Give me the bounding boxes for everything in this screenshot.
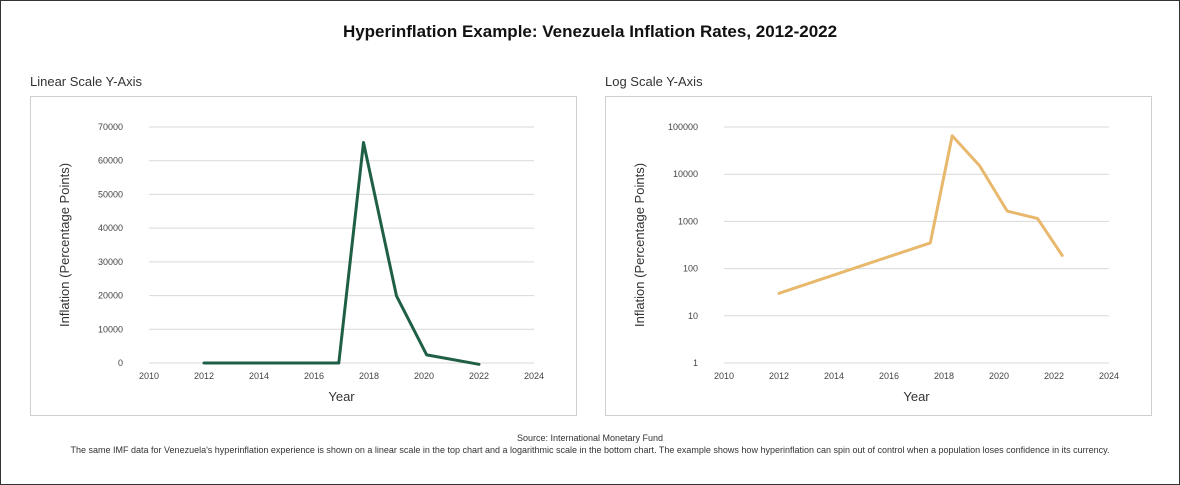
series-line — [202, 141, 481, 366]
y-tick-label: 100 — [683, 264, 698, 274]
y-tick-label: 30000 — [98, 257, 123, 267]
y-tick-label: 10000 — [673, 169, 698, 179]
y-tick-label: 10000 — [98, 324, 123, 334]
x-tick-label: 2022 — [1044, 371, 1064, 381]
y-tick-label: 1000 — [678, 216, 698, 226]
y-tick-label: 0 — [118, 358, 123, 368]
x-tick-label: 2016 — [879, 371, 899, 381]
y-tick-label: 1 — [693, 358, 698, 368]
x-tick-label: 2012 — [769, 371, 789, 381]
log-chart-svg: 1 10 100 1000 10000 100000 2010 2012 2014 2016 201… — [632, 122, 1119, 404]
x-tick-label: 2012 — [194, 371, 214, 381]
y-axis-title: Inflation (Percentage Points) — [57, 163, 72, 327]
x-tick-label: 2018 — [359, 371, 379, 381]
x-tick-label: 2014 — [249, 371, 269, 381]
x-tick-label: 2024 — [524, 371, 544, 381]
y-tick-label: 40000 — [98, 223, 123, 233]
y-tick-label: 20000 — [98, 291, 123, 301]
linear-panel-title: Linear Scale Y-Axis — [30, 74, 143, 89]
x-tick-label: 2018 — [934, 371, 954, 381]
linear-chart-panel: 0 10000 20000 30000 40000 50000 60000 70000 2010… — [30, 96, 577, 416]
y-tick-label: 10 — [688, 311, 698, 321]
y-axis-title: Inflation (Percentage Points) — [632, 163, 647, 327]
caption-note: The same IMF data for Venezuela's hyperi… — [70, 445, 1110, 455]
x-tick-label: 2020 — [414, 371, 434, 381]
source-note: Source: International Monetary Fund — [516, 433, 664, 443]
x-tick-label: 2024 — [1099, 371, 1119, 381]
linear-chart-svg: 0 10000 20000 30000 40000 50000 60000 70000 2010… — [57, 122, 544, 404]
log-panel-title: Log Scale Y-Axis — [605, 74, 703, 89]
x-tick-label: 2020 — [989, 371, 1009, 381]
y-tick-label: 100000 — [668, 122, 698, 132]
y-tick-label: 50000 — [98, 189, 123, 199]
x-axis-title: Year — [903, 389, 930, 404]
x-tick-label: 2016 — [304, 371, 324, 381]
y-tick-label: 70000 — [98, 122, 123, 132]
x-tick-label: 2014 — [824, 371, 844, 381]
chart-title: Hyperinflation Example: Venezuela Inflat… — [342, 22, 838, 41]
log-chart-panel: 1 10 100 1000 10000 100000 2010 2012 2014 2016 201… — [605, 96, 1152, 416]
series-line — [777, 134, 1064, 295]
x-tick-label: 2022 — [469, 371, 489, 381]
x-tick-label: 2010 — [714, 371, 734, 381]
y-tick-label: 60000 — [98, 156, 123, 166]
x-tick-label: 2010 — [139, 371, 159, 381]
x-axis-title: Year — [328, 389, 355, 404]
